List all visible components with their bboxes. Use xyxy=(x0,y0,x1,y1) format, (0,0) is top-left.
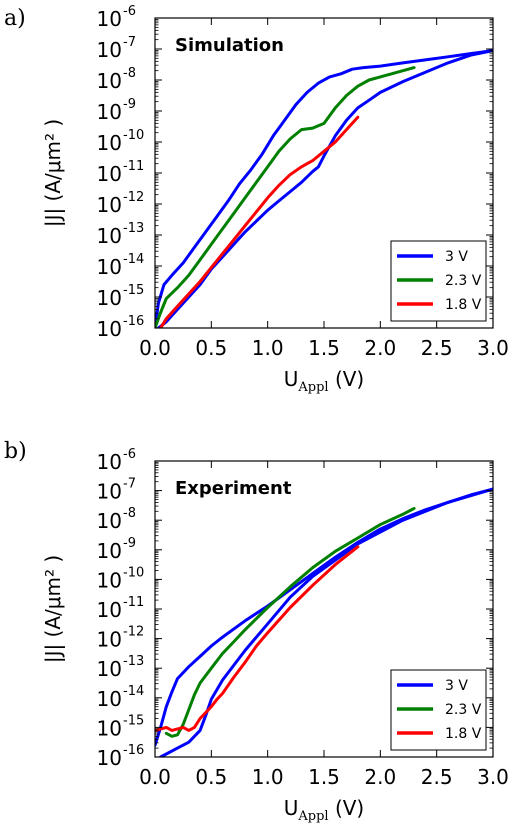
x-axis-label: UAppl (V) xyxy=(284,796,365,824)
series-line-3-v-return xyxy=(159,487,493,757)
y-tick-label: 10 xyxy=(97,255,122,279)
x-tick-label: 2.5 xyxy=(421,765,453,789)
panel-label: b) xyxy=(4,439,27,464)
y-tick-label: 10 xyxy=(97,716,122,740)
y-tick-exponent: -6 xyxy=(123,4,136,19)
y-tick-exponent: -11 xyxy=(123,159,144,174)
y-tick-label: 10 xyxy=(97,193,122,217)
y-tick-label: 10 xyxy=(97,746,122,770)
series-group xyxy=(155,49,493,328)
y-tick-label: 10 xyxy=(97,687,122,711)
y-tick-exponent: -11 xyxy=(123,595,144,610)
legend-entry: 3 V xyxy=(445,249,468,265)
y-tick-exponent: -15 xyxy=(123,283,144,298)
series-group xyxy=(155,487,493,757)
y-tick-label: 10 xyxy=(97,131,122,155)
x-tick-label: 3.0 xyxy=(477,336,509,360)
y-tick-exponent: -14 xyxy=(123,684,144,699)
x-axis-label: UAppl (V) xyxy=(284,367,365,395)
y-tick-exponent: -10 xyxy=(123,128,144,143)
x-tick-label: 1.0 xyxy=(252,336,284,360)
y-tick-label: 10 xyxy=(97,7,122,31)
series-line-2_3-v xyxy=(155,66,416,328)
x-tick-label: 0.0 xyxy=(139,765,171,789)
x-tick-label: 3.0 xyxy=(477,765,509,789)
chart-panel-b: b)0.0 0.5 1.0 1.5 2.0 2.5 3.010-1610-1510-1410… xyxy=(4,439,509,824)
panel-annotation: Experiment xyxy=(175,478,292,499)
x-tick-label: 1.5 xyxy=(308,336,340,360)
y-tick-label: 10 xyxy=(97,598,122,622)
x-tick-label: 0.5 xyxy=(195,765,227,789)
y-tick-exponent: -16 xyxy=(123,314,144,329)
legend-entry: 1.8 V xyxy=(445,297,482,313)
y-tick-label: 10 xyxy=(97,509,122,533)
y-tick-label: 10 xyxy=(97,224,122,248)
y-tick-label: 10 xyxy=(97,38,122,62)
y-tick-exponent: -9 xyxy=(123,97,136,112)
y-tick-label: 10 xyxy=(97,628,122,652)
y-tick-exponent: -14 xyxy=(123,252,144,267)
y-tick-label: 10 xyxy=(97,657,122,681)
y-axis-label: |J| (A/μm² ) xyxy=(41,119,65,227)
y-tick-exponent: -13 xyxy=(123,654,144,669)
y-tick-label: 10 xyxy=(97,69,122,93)
panel-annotation: Simulation xyxy=(175,35,284,56)
y-tick-exponent: -7 xyxy=(123,35,136,50)
y-tick-exponent: -7 xyxy=(123,477,136,492)
y-tick-exponent: -12 xyxy=(123,190,144,205)
series-line-2_3-v xyxy=(164,506,416,738)
chart-panel-a: a)0.0 0.5 1.0 1.5 2.0 2.5 3.010-1610-1510-1410… xyxy=(4,4,509,395)
y-tick-label: 10 xyxy=(97,568,122,592)
series-line-1_8-v xyxy=(155,545,360,732)
x-tick-label: 1.0 xyxy=(252,765,284,789)
y-tick-exponent: -10 xyxy=(123,565,144,580)
y-tick-exponent: -8 xyxy=(123,506,136,521)
y-tick-exponent: -12 xyxy=(123,625,144,640)
y-tick-label: 10 xyxy=(97,162,122,186)
legend-entry: 2.3 V xyxy=(445,273,482,289)
legend-entry: 1.8 V xyxy=(445,726,482,742)
x-tick-label: 2.0 xyxy=(364,336,396,360)
x-tick-label: 2.0 xyxy=(364,765,396,789)
y-tick-exponent: -13 xyxy=(123,221,144,236)
y-tick-exponent: -6 xyxy=(123,447,136,462)
y-tick-label: 10 xyxy=(97,286,122,310)
y-tick-label: 10 xyxy=(97,317,122,341)
x-tick-label: 0.5 xyxy=(195,336,227,360)
y-tick-exponent: -9 xyxy=(123,536,136,551)
y-tick-exponent: -16 xyxy=(123,743,144,758)
y-tick-exponent: -8 xyxy=(123,66,136,81)
x-tick-label: 0.0 xyxy=(139,336,171,360)
y-tick-exponent: -15 xyxy=(123,713,144,728)
y-tick-label: 10 xyxy=(97,450,122,474)
legend-entry: 2.3 V xyxy=(445,702,482,718)
series-line-3-v-return xyxy=(156,49,493,328)
y-tick-label: 10 xyxy=(97,100,122,124)
panel-label: a) xyxy=(4,6,26,31)
y-tick-label: 10 xyxy=(97,539,122,563)
y-tick-label: 10 xyxy=(97,480,122,504)
x-tick-label: 2.5 xyxy=(421,336,453,360)
y-axis-label: |J| (A/μm² ) xyxy=(41,555,65,663)
series-line-1_8-v xyxy=(159,115,360,328)
x-tick-label: 1.5 xyxy=(308,765,340,789)
legend-entry: 3 V xyxy=(445,678,468,694)
series-line-3-v xyxy=(155,49,493,328)
